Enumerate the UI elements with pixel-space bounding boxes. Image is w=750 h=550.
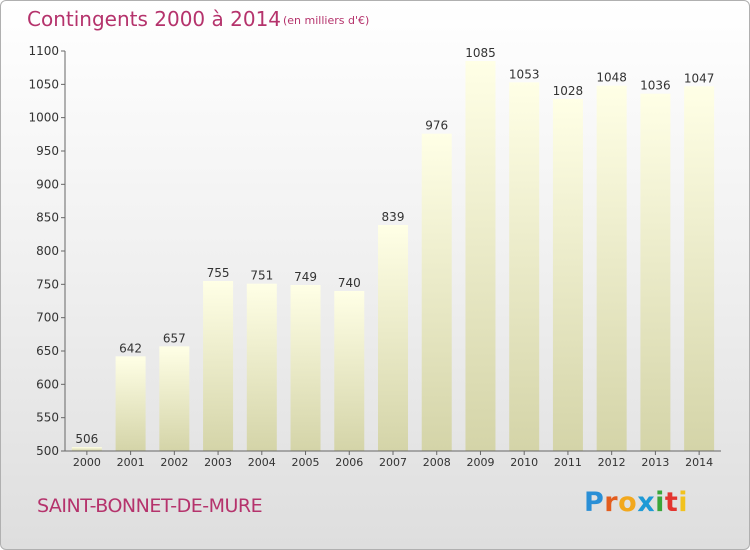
x-tick-label-2002: 2002 <box>160 456 188 469</box>
data-label-2009: 1085 <box>465 46 496 60</box>
bars: 506 642 657 755 751 749 740 839 976 1085 1053 1028 1… <box>71 46 715 452</box>
y-tick-label-800: 800 <box>36 244 59 258</box>
commune-name: SAINT-BONNET-DE-MURE <box>37 495 263 517</box>
x-tick-label-2007: 2007 <box>379 456 407 469</box>
data-label-2002: 657 <box>163 331 186 345</box>
bar-2011 <box>552 99 583 451</box>
x-tick-label-2012: 2012 <box>598 456 626 469</box>
logo-letter: o <box>618 487 638 518</box>
data-label-2004: 751 <box>250 269 273 283</box>
x-tick-label-2003: 2003 <box>204 456 232 469</box>
data-label-2014: 1047 <box>684 71 715 85</box>
y-tick-label-700: 700 <box>36 311 59 325</box>
bar-2000 <box>71 447 102 451</box>
y-tick-label-500: 500 <box>36 444 59 458</box>
bar-2009 <box>465 61 496 451</box>
data-label-2007: 839 <box>382 210 405 224</box>
logo-letter: P <box>584 487 605 518</box>
logo-letter: x <box>637 487 656 518</box>
bar-2007 <box>378 225 408 451</box>
bar-2006 <box>334 291 365 451</box>
data-label-2005: 749 <box>294 270 317 284</box>
x-tick-label-2001: 2001 <box>117 456 145 469</box>
logo-letter: r <box>604 487 619 518</box>
data-label-2011: 1028 <box>553 84 584 98</box>
logo-letter: t <box>664 487 679 518</box>
y-tick-label-900: 900 <box>36 177 59 191</box>
x-tick-label-2011: 2011 <box>554 456 582 469</box>
data-label-2013: 1036 <box>640 79 671 93</box>
bar-2008 <box>421 133 452 451</box>
bar-2005 <box>290 285 321 451</box>
x-tick-label-2014: 2014 <box>685 456 713 469</box>
bar-2001 <box>115 356 146 451</box>
x-tick-label-2000: 2000 <box>73 456 101 469</box>
bar-2002 <box>159 346 190 451</box>
data-label-2012: 1048 <box>596 71 627 85</box>
x-tick-label-2009: 2009 <box>466 456 494 469</box>
data-label-2008: 976 <box>425 119 448 133</box>
x-tick-label-2006: 2006 <box>335 456 363 469</box>
y-tick-label-600: 600 <box>36 377 59 391</box>
logo-letter: i <box>655 487 665 518</box>
y-tick-label-1100: 1100 <box>28 44 59 58</box>
bar-2004 <box>246 283 277 451</box>
logo-letter: i <box>678 487 689 518</box>
data-label-2000: 506 <box>75 432 98 446</box>
bar-2012 <box>596 85 627 452</box>
bar-2003 <box>203 281 234 451</box>
y-tick-label-850: 850 <box>36 211 59 225</box>
x-tick-label-2005: 2005 <box>292 456 320 469</box>
data-label-2003: 755 <box>207 266 230 280</box>
data-label-2010: 1053 <box>509 67 540 81</box>
data-label-2001: 642 <box>119 341 142 355</box>
x-tick-label-2013: 2013 <box>641 456 669 469</box>
chart-subtitle: (en milliers d'€) <box>283 14 370 27</box>
y-tick-label-550: 550 <box>36 411 59 425</box>
y-tick-label-950: 950 <box>36 144 59 158</box>
x-tick-label-2010: 2010 <box>510 456 538 469</box>
x-tick-label-2008: 2008 <box>423 456 451 469</box>
axes: 2000 2001 2002 2003 2004 2005 2006 2007 2008 2009… <box>28 44 721 469</box>
x-tick-label-2004: 2004 <box>248 456 276 469</box>
y-tick-label-1000: 1000 <box>28 111 59 125</box>
y-tick-label-1050: 1050 <box>28 77 59 91</box>
chart-title: Contingents 2000 à 2014 <box>27 7 282 31</box>
bar-2014 <box>684 86 715 451</box>
y-tick-label-650: 650 <box>36 344 59 358</box>
bar-2010 <box>509 82 540 451</box>
proxiti-logo[interactable]: Proxiti <box>584 487 688 518</box>
bar-2013 <box>640 93 671 452</box>
y-tick-label-750: 750 <box>36 277 59 291</box>
data-label-2006: 740 <box>338 276 361 290</box>
